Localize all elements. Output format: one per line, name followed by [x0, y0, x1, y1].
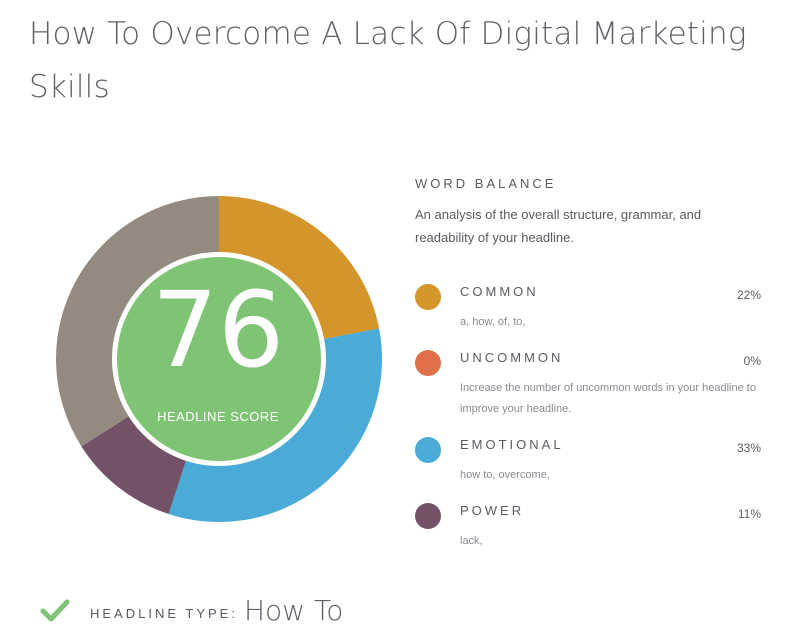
headline-type-row: HEADLINE TYPE: How To — [40, 588, 343, 628]
emotional-dot-icon — [415, 437, 441, 463]
word-balance-description: An analysis of the overall structure, gr… — [415, 207, 702, 245]
category-percent: 0% — [743, 354, 761, 368]
common-dot-icon — [415, 284, 441, 310]
category-words: how to, overcome, — [460, 469, 550, 481]
headline-type-value: How To — [243, 594, 344, 627]
headline-text: How To Overcome A Lack Of Digital Market… — [29, 16, 747, 105]
uncommon-dot-icon — [415, 350, 441, 376]
category-name: EMOTIONAL — [460, 437, 564, 452]
power-dot-icon — [415, 503, 441, 529]
category-words: Increase the number of uncommon words in… — [460, 382, 756, 415]
headline-score-value: 76 — [151, 269, 285, 391]
category-uncommon: UNCOMMON 0% Increase the number of uncom… — [415, 350, 765, 415]
headline-score-label: HEADLINE SCORE — [157, 409, 279, 424]
category-words: lack, — [460, 535, 483, 547]
category-name: COMMON — [460, 284, 539, 299]
category-percent: 33% — [736, 441, 761, 455]
category-percent: 11% — [737, 507, 761, 521]
score-circle — [117, 257, 321, 461]
category-common: COMMON 22% a, how, of, to, — [415, 284, 765, 344]
category-power: POWER 11% lack, — [415, 503, 765, 563]
category-name: POWER — [460, 503, 525, 518]
word-balance-title: WORD BALANCE — [415, 176, 557, 191]
category-emotional: EMOTIONAL 33% how to, overcome, — [415, 437, 765, 497]
check-icon — [40, 599, 70, 622]
headline-type-label: HEADLINE TYPE: — [90, 606, 238, 621]
word-balance-donut — [56, 196, 382, 522]
category-words: a, how, of, to, — [460, 316, 526, 328]
category-percent: 22% — [736, 288, 761, 302]
category-name: UNCOMMON — [460, 350, 564, 365]
